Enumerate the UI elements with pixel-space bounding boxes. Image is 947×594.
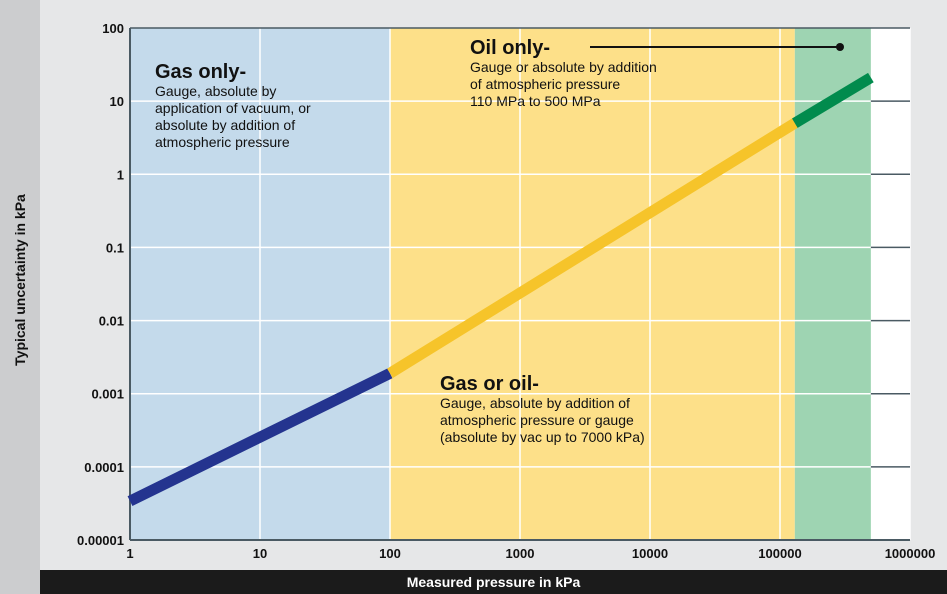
- y-tick-label: 10: [110, 94, 124, 109]
- annotation-gas-text-line: application of vacuum, or: [155, 100, 311, 116]
- y-axis-label-strip: Typical uncertainty in kPa: [0, 0, 40, 594]
- y-tick-label: 0.001: [91, 387, 124, 402]
- y-tick-label: 0.1: [106, 240, 124, 255]
- annotation-gas-or-oil-title: Gas or oil-: [440, 373, 539, 395]
- y-tick-label: 0.0001: [84, 460, 124, 475]
- annotation-oil-text-line: Gauge or absolute by addition: [470, 59, 657, 75]
- y-tick-label: 1: [117, 167, 124, 182]
- annotation-oil-text-line: 110 MPa to 500 MPa: [470, 93, 601, 109]
- x-tick-label: 1: [126, 546, 133, 561]
- annotation-gas-or-oil-text-line: (absolute by vac up to 7000 kPa): [440, 429, 645, 445]
- x-tick-label: 100: [379, 546, 401, 561]
- x-axis-label-bar: Measured pressure in kPa: [40, 570, 947, 594]
- annotation-oil-title: Oil only-: [470, 37, 550, 59]
- x-axis-label: Measured pressure in kPa: [406, 574, 581, 590]
- annotation-gas-or-oil-text-line: atmospheric pressure or gauge: [440, 412, 634, 428]
- annotation-oil-text-line: of atmospheric pressure: [470, 76, 620, 92]
- annotation-gas-or-oil-text-line: Gauge, absolute by addition of: [440, 395, 630, 411]
- x-tick-label: 1000: [506, 546, 535, 561]
- y-tick-label: 0.01: [99, 314, 124, 329]
- y-tick-label: 0.00001: [77, 533, 124, 548]
- annotation-gas-title: Gas only-: [155, 61, 246, 83]
- y-tick-label: 100: [102, 21, 124, 36]
- annotation-gas-text-line: absolute by addition of: [155, 117, 295, 133]
- series-line-oil: [791, 72, 874, 128]
- annotation-gas-text-line: Gauge, absolute by: [155, 83, 276, 99]
- chart-plot: 1 10 100 1000 10000 100000 1000000 100 10 1 0.1 0.0…: [77, 21, 936, 561]
- x-tick-label: 10: [253, 546, 267, 561]
- x-tick-label: 10000: [632, 546, 668, 561]
- oil-leader-dot: [836, 43, 844, 51]
- x-tick-label: 1000000: [885, 546, 936, 561]
- series-line-gas-or-oil: [387, 118, 798, 379]
- region-gas-or-oil: [390, 28, 795, 540]
- series-line-gas: [127, 368, 393, 507]
- annotation-gas-text-line: atmospheric pressure: [155, 134, 290, 150]
- x-tick-label: 100000: [758, 546, 801, 561]
